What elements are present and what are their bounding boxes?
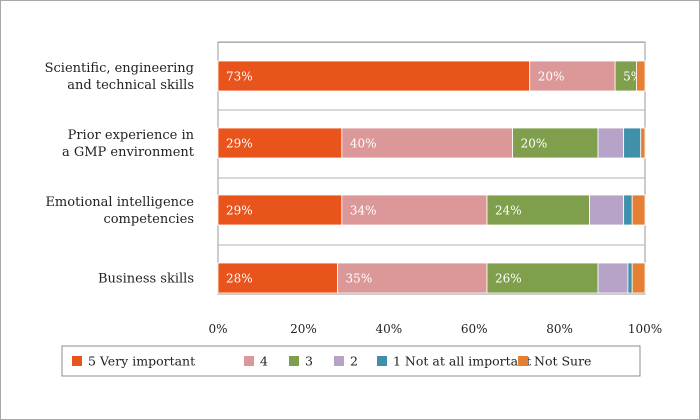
category-label: a GMP environment <box>62 145 195 160</box>
bar-segment <box>217 127 343 159</box>
bar-segment <box>636 60 646 92</box>
bar-segment <box>597 127 625 159</box>
category-label: Scientific, engineering <box>45 61 194 76</box>
bar-segment <box>631 194 646 226</box>
data-label: 26% <box>495 272 522 286</box>
x-tick-label: 80% <box>546 322 573 336</box>
bar-segment <box>217 194 343 226</box>
legend-entry: 1 Not at all important <box>393 354 531 369</box>
plot-area: 73% 20% 5%29% 40% 20%29% 34% 24%28% 35% 26% <box>217 41 646 295</box>
data-label: 20% <box>521 137 548 151</box>
bar-segment <box>337 262 488 294</box>
bar-segment <box>640 127 646 159</box>
data-label: 73% <box>226 70 253 84</box>
bar-segment <box>589 194 625 226</box>
legend-swatch <box>289 356 299 366</box>
bar-segment <box>341 194 488 226</box>
bar-segment <box>627 262 633 294</box>
bar-segment <box>486 262 599 294</box>
legend: 5 Very important 4 3 2 1 Not at all importan… <box>61 345 641 377</box>
data-label: 29% <box>226 204 253 218</box>
legend-swatch <box>244 356 254 366</box>
x-tick-label: 60% <box>461 322 488 336</box>
bar-segment <box>597 262 629 294</box>
category-label: Emotional intelligence <box>45 195 194 210</box>
x-tick-label: 20% <box>290 322 317 336</box>
bar-segment <box>217 262 338 294</box>
category-label: Business skills <box>98 272 194 287</box>
x-tick-label: 40% <box>375 322 402 336</box>
category-label: competencies <box>103 212 194 227</box>
category-label: Prior experience in <box>68 128 195 143</box>
legend-entry: 3 <box>305 354 313 369</box>
bar-segment <box>631 262 646 294</box>
bar-segment <box>217 60 531 92</box>
data-label: 28% <box>226 272 253 286</box>
legend-entry: Not Sure <box>534 354 591 369</box>
legend-swatch <box>72 356 82 366</box>
data-label: 35% <box>346 272 373 286</box>
legend-box <box>61 345 641 377</box>
x-axis: 0% 20% 40% 60% 80% 100% <box>208 322 662 336</box>
bar-segment <box>623 127 642 159</box>
legend-swatch <box>518 356 528 366</box>
bar-segment <box>529 60 616 92</box>
data-label: 40% <box>350 137 377 151</box>
legend-swatch <box>377 356 387 366</box>
bar-segment <box>623 194 633 226</box>
bar-segment <box>486 194 590 226</box>
legend-swatch <box>334 356 344 366</box>
data-label: 24% <box>495 204 522 218</box>
category-label: and technical skills <box>67 78 194 93</box>
y-axis-categories: Scientific, engineering and technical ski… <box>45 61 195 287</box>
legend-entry: 5 Very important <box>88 354 195 369</box>
x-tick-label: 100% <box>628 322 662 336</box>
data-label: 20% <box>538 70 565 84</box>
legend-entry: 4 <box>260 354 268 369</box>
data-label: 34% <box>350 204 377 218</box>
data-label: 29% <box>226 137 253 151</box>
legend-entry: 2 <box>350 354 358 369</box>
x-tick-label: 0% <box>208 322 227 336</box>
